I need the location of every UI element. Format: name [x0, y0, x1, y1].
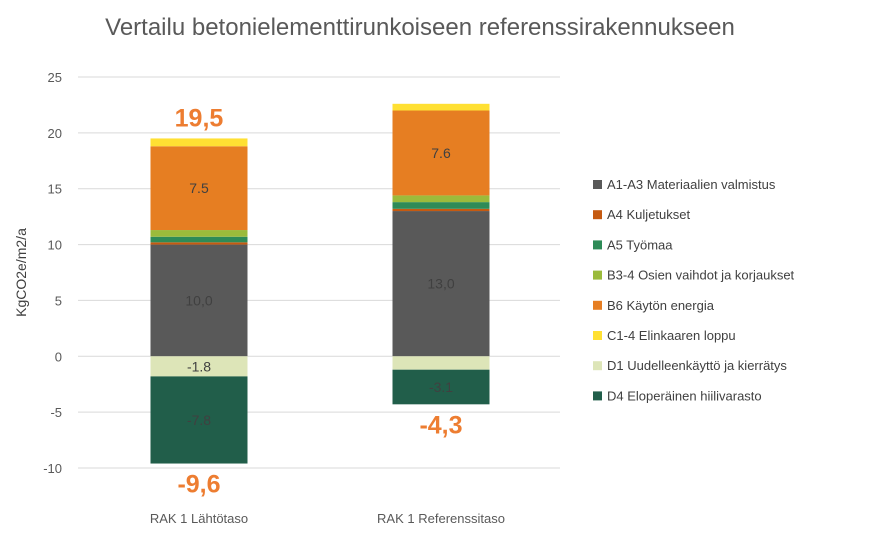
bar-segment [392, 110, 490, 196]
total-negative-label: -4,3 [419, 411, 462, 439]
bar-segment [150, 376, 248, 464]
legend-swatch [593, 391, 602, 401]
legend-label: A1-A3 Materiaalien valmistus [607, 177, 776, 192]
legend-label: D1 Uudelleenkäyttö ja kierrätys [607, 358, 787, 373]
legend-label: B3-4 Osien vaihdot ja korjaukset [607, 268, 795, 283]
bar-segment [392, 195, 490, 203]
bar-segment [392, 369, 490, 405]
y-tick-label: -5 [50, 405, 62, 420]
bar-segment [150, 356, 248, 377]
bar-segment [392, 356, 490, 370]
y-tick-label: 25 [48, 70, 62, 85]
segment-label: 13,0 [427, 276, 454, 292]
total-positive-label: 19,5 [175, 104, 224, 132]
bar-segment [392, 208, 490, 212]
bar-segment [392, 211, 490, 357]
legend-swatch [593, 361, 602, 371]
legend-label: B6 Käytön energia [607, 298, 715, 313]
legend-swatch [593, 210, 602, 220]
y-tick-label: 5 [55, 293, 62, 308]
chart-title: Vertailu betonielementtirunkoiseen refer… [105, 14, 735, 41]
bar-segment [150, 138, 248, 147]
y-tick-label: -10 [43, 461, 62, 476]
y-axis-label: KgCO2e/m2/a [13, 228, 29, 317]
segment-label: 7.5 [189, 180, 209, 196]
legend-label: D4 Eloperäinen hiilivarasto [607, 388, 762, 403]
legend-label: C1-4 Elinkaaren loppu [607, 328, 736, 343]
legend-swatch [593, 331, 602, 340]
bar-segment [150, 244, 248, 357]
bar-segment [150, 146, 248, 231]
y-tick-label: 15 [48, 182, 62, 197]
category-label: RAK 1 Lähtötaso [150, 511, 248, 526]
legend-swatch [593, 270, 602, 280]
bar-segment [150, 242, 248, 245]
segment-label: 7.6 [431, 145, 451, 161]
segment-label: -3.1 [429, 379, 453, 395]
legend-swatch [593, 300, 602, 310]
segment-label: -1.8 [187, 358, 211, 374]
bar-segment [392, 103, 490, 111]
segment-label: 10,0 [185, 292, 212, 308]
legend-swatch [593, 180, 602, 189]
bar-segment [150, 236, 248, 243]
y-tick-label: 20 [48, 126, 62, 141]
segment-label: -7.8 [187, 412, 211, 428]
bar-segment [392, 202, 490, 209]
legend-swatch [593, 240, 602, 250]
total-negative-label: -9,6 [177, 471, 220, 499]
y-tick-label: 10 [48, 238, 62, 253]
legend-label: A4 Kuljetukset [607, 207, 690, 222]
category-label: RAK 1 Referenssitaso [377, 511, 505, 526]
legend-label: A5 Työmaa [607, 237, 673, 252]
bar-segment [150, 230, 248, 237]
y-tick-label: 0 [55, 349, 62, 364]
